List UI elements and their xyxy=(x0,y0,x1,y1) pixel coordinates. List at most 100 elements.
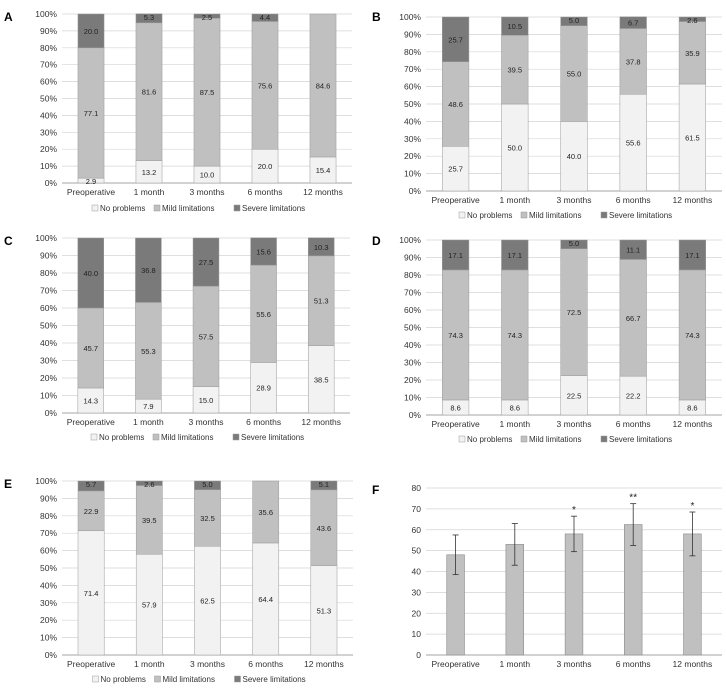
y-tick-label: 10% xyxy=(404,393,421,403)
data-label-severe-limitations: 2.6 xyxy=(144,480,154,489)
bar-segment-mild-limitations xyxy=(442,269,470,401)
bar-segment-no-problems xyxy=(560,375,588,416)
bar-segment-severe-limitations xyxy=(77,13,105,49)
y-tick-label: 30% xyxy=(404,134,421,144)
data-label-mild-limitations: 48.6 xyxy=(448,100,463,109)
data-label-mild-limitations: 81.6 xyxy=(142,88,157,97)
y-tick-label: 30% xyxy=(40,127,57,137)
category-label-6-months: 6 months xyxy=(616,419,651,429)
y-tick-label: 60% xyxy=(404,82,421,92)
y-tick-label: 60% xyxy=(40,303,57,313)
y-tick-label: 40 xyxy=(412,567,422,577)
y-tick-label: 50% xyxy=(40,563,57,573)
category-label-3-months: 3 months xyxy=(190,659,225,669)
category-label-6-months: 6 months xyxy=(248,659,283,669)
data-label-no-problems: 28.9 xyxy=(256,384,271,393)
bar-segment-severe-limitations xyxy=(192,237,220,287)
bar-segment-mild-limitations xyxy=(77,47,105,179)
data-label-no-problems: 8.6 xyxy=(510,403,520,412)
data-label-mild-limitations: 77.1 xyxy=(84,109,99,118)
bar-segment-mild-limitations xyxy=(77,307,105,389)
legend-swatch-mild-limitations xyxy=(154,675,161,683)
y-tick-label: 0 xyxy=(416,650,421,660)
bar-3-months xyxy=(564,533,584,656)
data-label-severe-limitations: 5.0 xyxy=(569,239,579,248)
data-label-severe-limitations: 15.6 xyxy=(256,247,271,256)
data-label-mild-limitations: 66.7 xyxy=(626,314,641,323)
data-label-mild-limitations: 43.6 xyxy=(317,524,332,533)
bar-segment-severe-limitations xyxy=(77,480,105,492)
data-label-no-problems: 55.6 xyxy=(626,139,641,148)
data-label-mild-limitations: 35.9 xyxy=(685,49,700,58)
data-label-no-problems: 51.3 xyxy=(317,606,332,615)
category-label-6-months: 6 months xyxy=(248,187,283,197)
data-label-severe-limitations: 5.1 xyxy=(319,480,329,489)
legend-label-no-problems: No problems xyxy=(467,211,512,220)
bar-segment-severe-limitations xyxy=(501,16,529,36)
data-label-no-problems: 22.5 xyxy=(567,391,582,400)
category-label-3-months: 3 months xyxy=(189,417,224,427)
legend-label-mild-limitations: Mild limitations xyxy=(161,433,213,442)
y-tick-label: 80% xyxy=(404,47,421,57)
bar-segment-severe-limitations xyxy=(560,239,588,249)
y-tick-label: 60% xyxy=(404,305,421,315)
panel-label-d: D xyxy=(372,234,381,248)
data-label-mild-limitations: 51.3 xyxy=(314,297,329,306)
data-label-no-problems: 57.9 xyxy=(142,601,157,610)
bar-segment-no-problems xyxy=(619,94,647,192)
data-label-severe-limitations: 25.7 xyxy=(448,35,463,44)
bar-segment-no-problems xyxy=(77,530,105,656)
category-label-12-months: 12 months xyxy=(673,195,713,205)
bar-segment-severe-limitations xyxy=(442,239,470,271)
data-label-no-problems: 25.7 xyxy=(448,165,463,174)
panel-label-e: E xyxy=(4,477,12,491)
y-tick-label: 10% xyxy=(40,633,57,643)
y-tick-label: 40% xyxy=(404,116,421,126)
category-label-3-months: 3 months xyxy=(190,187,225,197)
data-label-severe-limitations: 10.3 xyxy=(314,243,329,252)
bar-segment-severe-limitations xyxy=(678,16,706,22)
data-label-mild-limitations: 87.5 xyxy=(200,88,215,97)
significance-marker: * xyxy=(572,505,576,516)
y-tick-label: 80 xyxy=(412,483,422,493)
y-tick-label: 90% xyxy=(404,253,421,263)
bar-segment-severe-limitations xyxy=(560,16,588,26)
data-label-mild-limitations: 75.6 xyxy=(258,81,273,90)
y-tick-label: 40% xyxy=(40,110,57,120)
y-tick-label: 80% xyxy=(40,511,57,521)
bar-segment-severe-limitations xyxy=(135,237,162,303)
panel-e: E 0% 10% 20% 30% 40% 50% 60% 70% 80% 90% 100% Preope… xyxy=(4,476,353,684)
data-label-no-problems: 62.5 xyxy=(200,597,215,606)
data-label-no-problems: 22.2 xyxy=(626,392,641,401)
bar-segment-mild-limitations xyxy=(135,302,162,400)
category-label-6-months: 6 months xyxy=(246,417,281,427)
y-tick-label: 20% xyxy=(40,373,57,383)
bar-segment-severe-limitations xyxy=(619,16,647,29)
bar-segment-mild-limitations xyxy=(501,269,529,401)
bar-segment-severe-limitations xyxy=(307,237,335,257)
bar-segment-mild-limitations xyxy=(135,22,163,161)
bar-segment-mild-limitations xyxy=(501,35,529,105)
panel-label-b: B xyxy=(372,10,381,24)
data-label-severe-limitations: 36.8 xyxy=(141,266,156,275)
legend-swatch-no-problems xyxy=(90,433,98,441)
bar-segment-mild-limitations xyxy=(250,264,277,363)
data-label-severe-limitations: 17.1 xyxy=(507,251,522,260)
bar-segment-severe-limitations xyxy=(194,480,221,490)
y-tick-label: 40% xyxy=(404,340,421,350)
y-tick-label: 40% xyxy=(40,338,57,348)
panel-label-c: C xyxy=(4,234,13,248)
panel-label-f: F xyxy=(372,483,379,497)
data-label-mild-limitations: 55.3 xyxy=(141,347,156,356)
bar-segment-mild-limitations xyxy=(442,61,470,147)
bar-segment-severe-limitations xyxy=(251,13,279,22)
y-tick-label: 70% xyxy=(40,528,57,538)
bar-segment-mild-limitations xyxy=(193,17,221,167)
category-label-preoperative: Preoperative xyxy=(67,187,115,197)
category-label-6-months: 6 months xyxy=(616,195,651,205)
data-label-severe-limitations: 17.1 xyxy=(685,251,700,260)
category-label-6-months: 6 months xyxy=(616,659,651,669)
y-tick-label: 80% xyxy=(40,43,57,53)
panel-a: A 0% 10% 20% 30% 40% 50% 60% 70% 80% 90% 100% Preope… xyxy=(4,9,352,213)
legend-swatch-no-problems xyxy=(458,211,466,219)
